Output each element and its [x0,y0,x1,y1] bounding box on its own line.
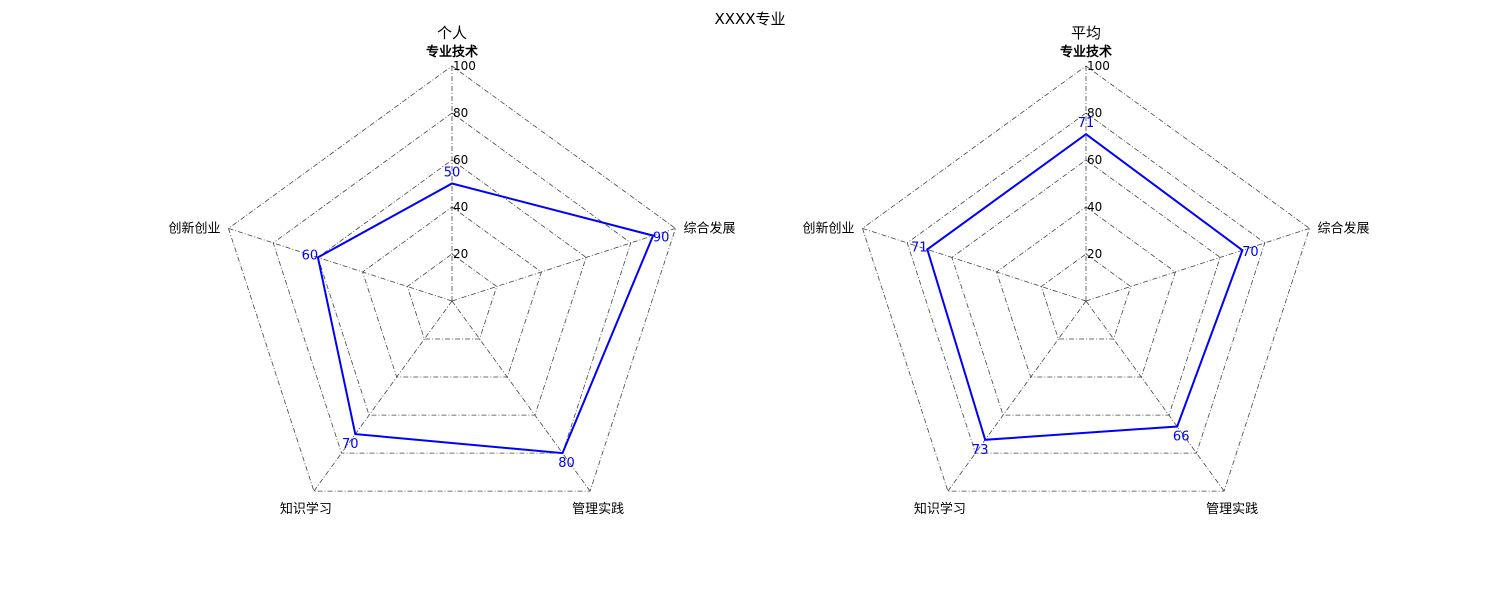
data-label: 70 [1242,245,1259,260]
axis-label: 知识学习 [280,501,332,517]
tick-label: 20 [453,247,468,261]
series-line [316,182,655,455]
axis-label: 创新创业 [168,220,220,236]
chart-title: 平均 [1071,24,1101,42]
tick-label: 100 [453,59,476,73]
tick-label: 100 [1087,59,1110,73]
axis-label: 综合发展 [1318,220,1370,236]
tick-label: 60 [453,153,468,167]
axis-label: 知识学习 [914,501,966,517]
axis-spoke [862,228,1087,302]
grid-ring [906,112,1266,454]
chart-title: 个人 [437,24,467,42]
grid-ring [317,159,587,416]
data-label: 80 [558,456,575,471]
data-label: 90 [653,231,670,246]
tick-label: 40 [1087,200,1102,214]
axis-label: 综合发展 [684,220,736,236]
axis-label: 专业技术 [426,44,478,60]
grid-ring [862,65,1310,492]
tick-label: 40 [453,200,468,214]
data-label: 66 [1173,430,1190,445]
grid-ring [362,206,542,378]
grid-ring [951,159,1221,416]
axis-spoke [947,300,1087,492]
data-label: 71 [911,240,928,255]
grid-ring [406,253,498,340]
tick-label: 80 [1087,106,1102,120]
axis-spoke [1085,300,1225,492]
data-label: 60 [302,248,319,263]
axis-spoke [313,300,453,492]
grid-ring [228,65,676,492]
axis-label: 管理实践 [1206,502,1258,517]
tick-label: 60 [1087,153,1102,167]
axis-spoke [451,300,591,492]
axis-label: 创新创业 [802,220,854,236]
axis-label: 专业技术 [1060,44,1112,60]
data-label: 73 [972,443,989,458]
axis-spoke [228,228,453,302]
figure-title: XXXX专业 [714,10,786,28]
data-label: 50 [444,166,461,181]
tick-label: 20 [1087,247,1102,261]
data-label: 70 [342,437,359,452]
axis-spoke [451,228,676,302]
axis-spoke [1085,228,1310,302]
series-line [926,132,1244,441]
grid-ring [996,206,1176,378]
data-label: 71 [1078,116,1095,131]
axis-label: 管理实践 [572,502,624,517]
grid-ring [1040,253,1132,340]
tick-label: 80 [453,106,468,120]
